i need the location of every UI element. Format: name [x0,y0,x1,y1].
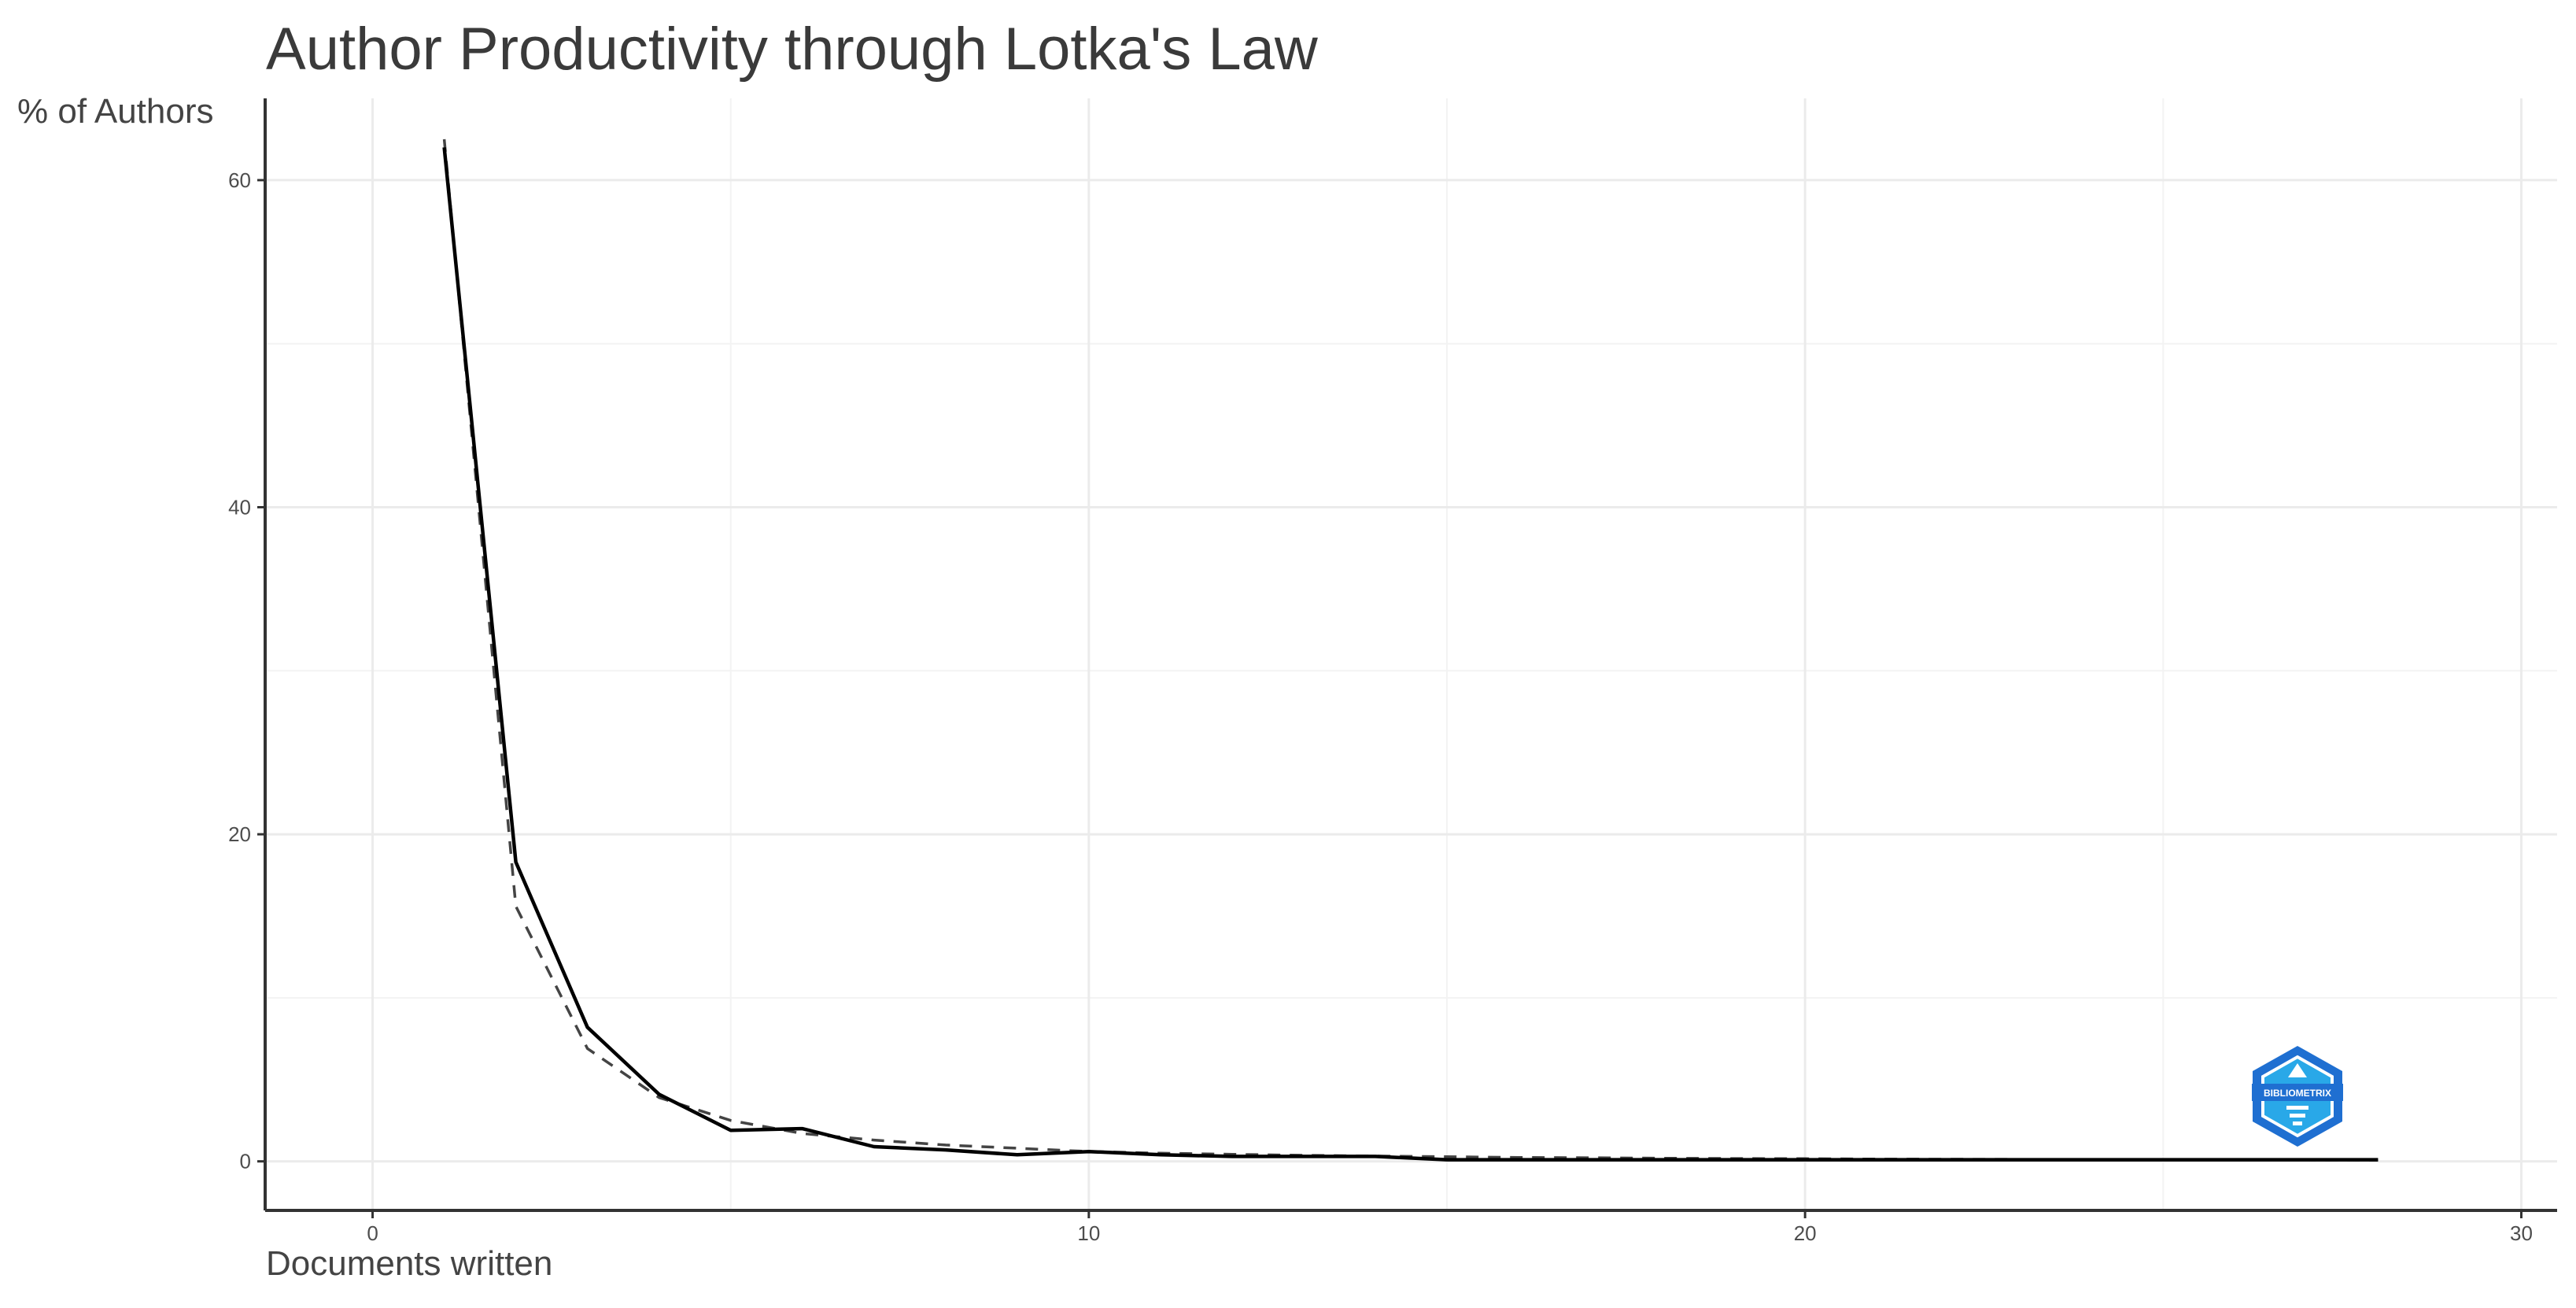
x-tick-label: 20 [1794,1221,1817,1245]
chart-title: Author Productivity through Lotka's Law [266,16,1319,83]
x-tick-label: 0 [367,1221,378,1245]
x-tick-label: 10 [1077,1221,1100,1245]
series [442,139,2379,1162]
observed-series-line [442,147,2379,1162]
theoretical-series-line [442,139,2379,1162]
y-tick-label: 40 [228,495,251,519]
x-axis-title: Documents written [266,1244,552,1283]
grid [265,98,2557,1210]
ticks: 0 10 20 30 0 20 40 60 [228,168,2533,1245]
y-axis-title: % of Authors [17,92,213,131]
y-tick-label: 60 [228,168,251,192]
y-tick-label: 0 [240,1150,251,1173]
logo-text: BIBLIOMETRIX [2264,1088,2331,1099]
y-tick-label: 20 [228,822,251,846]
axes [264,98,2557,1212]
logo-bar-3 [2293,1121,2302,1125]
logo-bar-2 [2290,1114,2305,1118]
logo-arrow [2288,1063,2307,1077]
x-tick-label: 30 [2510,1221,2533,1245]
bibliometrix-logo: BIBLIOMETRIX [2252,1046,2343,1147]
logo-banner [2252,1084,2343,1101]
logo-bar-1 [2286,1106,2308,1110]
